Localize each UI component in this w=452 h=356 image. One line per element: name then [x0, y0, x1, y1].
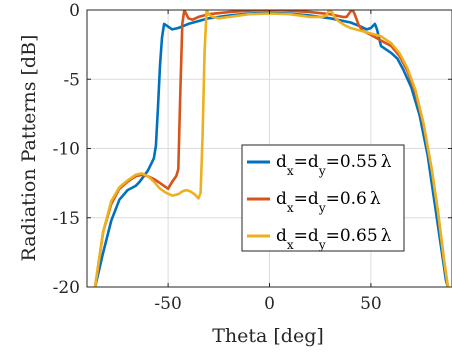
legend-entry-2: dx=dy=0.6 λ	[247, 189, 381, 215]
legend: dx=dy=0.55 λ dx=dy=0.6 λ dx=dy=0.65 λ	[241, 144, 405, 252]
x-tick-label: -50	[154, 294, 181, 314]
series-line-3	[93, 10, 450, 287]
axis-ticks: -50 0 50 0 -5 -10 -15 -20	[53, 1, 452, 314]
y-axis-label: Radiation Patterns [dB]	[18, 35, 40, 262]
legend-label: dx=dy=0.6 λ	[276, 189, 381, 215]
y-tick-label: -5	[63, 70, 80, 90]
legend-entry-3: dx=dy=0.65 λ	[247, 226, 392, 252]
x-axis-label: Theta [deg]	[212, 325, 324, 347]
x-tick-label: 50	[360, 294, 382, 314]
legend-label: dx=dy=0.65 λ	[276, 226, 392, 252]
legend-entry-1: dx=dy=0.55 λ	[247, 152, 392, 178]
series-line-2	[93, 10, 450, 287]
y-tick-label: -10	[53, 140, 80, 160]
y-tick-label: 0	[69, 1, 80, 21]
x-tick-label: 0	[264, 294, 275, 314]
y-tick-label: -20	[53, 278, 80, 298]
series-lines	[93, 10, 450, 287]
y-tick-label: -15	[53, 209, 80, 229]
legend-label: dx=dy=0.55 λ	[276, 152, 392, 178]
